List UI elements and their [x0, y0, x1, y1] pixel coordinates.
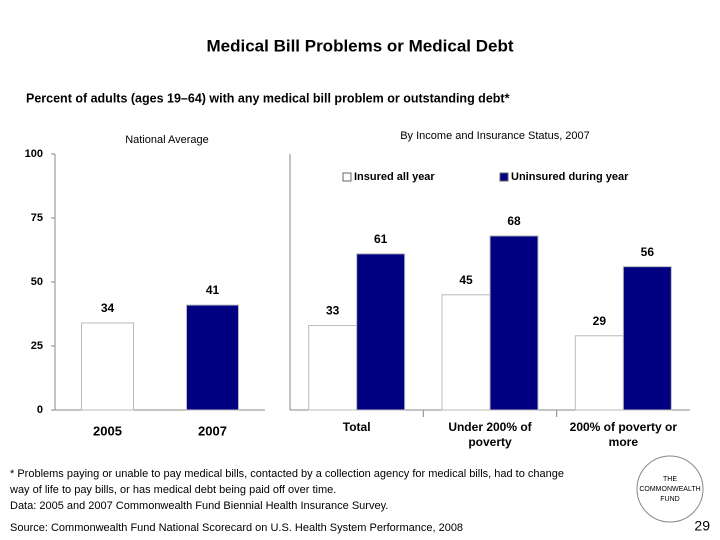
value-label: 41 — [206, 283, 220, 297]
x-tick-label: Total — [342, 420, 371, 434]
bar — [186, 304, 239, 411]
legend-label: Uninsured during year — [511, 171, 629, 183]
x-label-box: 200% of poverty or more — [569, 420, 678, 449]
subtitle: Percent of adults (ages 19–64) with any … — [26, 91, 510, 105]
value-label: 33 — [326, 304, 340, 318]
legend-swatch — [499, 172, 509, 182]
value-label: 45 — [459, 273, 473, 287]
y-tick-label: 25 — [31, 340, 43, 352]
x-tick-label: Under 200% of poverty — [448, 420, 532, 449]
y-tick-label: 75 — [31, 212, 43, 224]
chart-title: National Average — [125, 134, 209, 146]
value-label: 61 — [374, 232, 388, 246]
footnote: Data: 2005 and 2007 Commonwealth Fund Bi… — [10, 500, 388, 512]
bar — [308, 325, 358, 411]
x-tick-label: 200% of poverty or more — [569, 420, 678, 449]
y-tick-label: 0 — [37, 404, 43, 416]
y-tick-label: 100 — [25, 148, 43, 160]
bar — [574, 335, 624, 411]
logo-ring — [636, 455, 704, 523]
bar — [81, 322, 134, 411]
value-label: 29 — [593, 314, 607, 328]
legend-swatch — [342, 172, 352, 182]
bar — [441, 294, 491, 411]
legend-label: Insured all year — [354, 171, 435, 183]
page-number: 29 — [694, 518, 710, 534]
logo-text: COMMONWEALTH — [639, 486, 700, 493]
logo-text: FUND — [660, 496, 679, 503]
value-label: 56 — [641, 245, 655, 259]
bar — [622, 266, 672, 411]
footnote: way of life to pay bills, or has medical… — [9, 484, 336, 496]
value-label: 34 — [101, 301, 115, 315]
footnote: * Problems paying or unable to pay medic… — [10, 468, 564, 480]
value-label: 68 — [507, 214, 521, 228]
x-label-box: Total — [342, 420, 371, 434]
slide-title: Medical Bill Problems or Medical Debt — [206, 36, 513, 55]
x-label-box: Under 200% of poverty — [448, 420, 532, 449]
source: Source: Commonwealth Fund National Score… — [10, 522, 463, 534]
logo-text: THE — [663, 476, 677, 483]
x-tick-label: 2005 — [93, 423, 122, 438]
chart-title: By Income and Insurance Status, 2007 — [400, 130, 590, 142]
x-tick-label: 2007 — [198, 423, 227, 438]
y-tick-label: 50 — [31, 276, 43, 288]
bar — [489, 235, 539, 411]
bar — [356, 253, 406, 411]
